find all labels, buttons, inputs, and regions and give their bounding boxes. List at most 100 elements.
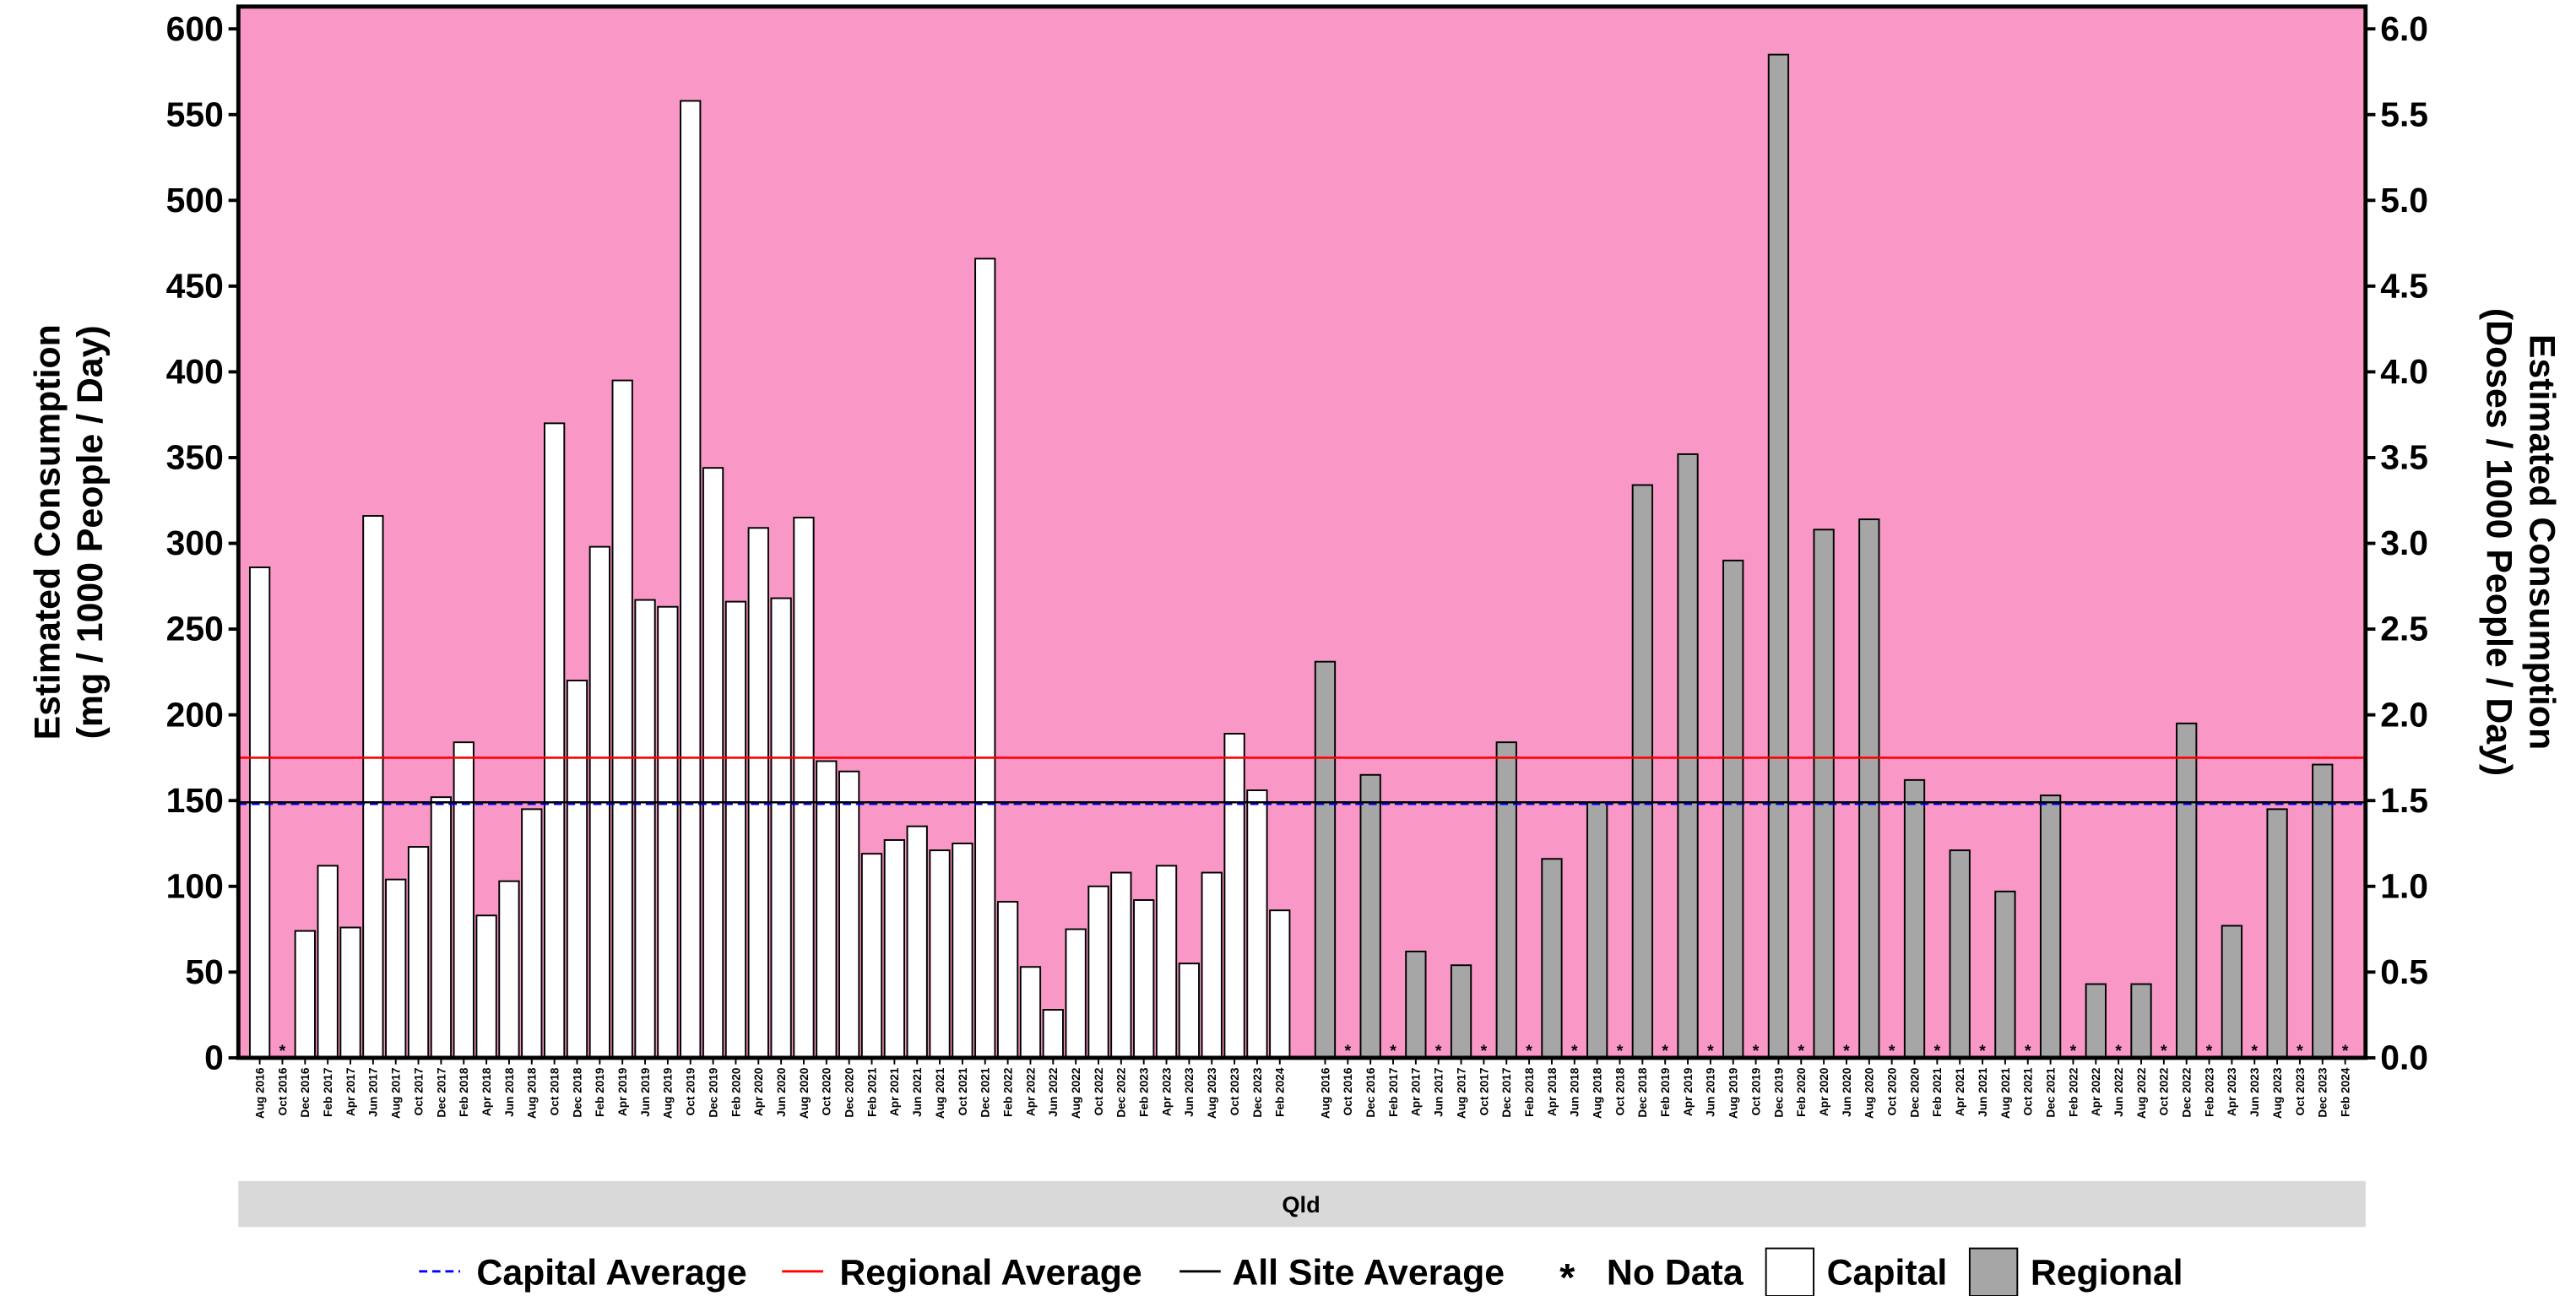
bar xyxy=(1858,518,1880,1059)
bar xyxy=(543,422,566,1059)
bar xyxy=(1677,453,1699,1059)
x-tick-label: Dec 2018 xyxy=(1636,1067,1649,1117)
bar xyxy=(657,605,679,1059)
bar xyxy=(838,770,860,1059)
x-tick-label: Feb 2022 xyxy=(1001,1067,1014,1117)
x-tick-label: Apr 2020 xyxy=(752,1067,765,1116)
bar xyxy=(1019,966,1042,1059)
legend-label: Capital xyxy=(1827,1252,1948,1293)
bar xyxy=(317,865,339,1059)
y-tick-label: 50 xyxy=(185,952,223,991)
facet-label: Qld xyxy=(1282,1191,1320,1217)
x-tick-label: Feb 2018 xyxy=(458,1067,470,1117)
x-tick-label: Oct 2019 xyxy=(685,1067,697,1115)
x-tick-label: Feb 2021 xyxy=(865,1067,878,1117)
x-tick-label: Aug 2023 xyxy=(1206,1067,1218,1119)
no-data-marker: * xyxy=(2161,1042,2167,1060)
no-data-marker: * xyxy=(1889,1042,1895,1060)
y2-tick-label: 2.5 xyxy=(2380,610,2428,648)
no-data-marker: * xyxy=(1435,1042,1442,1060)
y-tick-label: 250 xyxy=(166,610,224,648)
no-data-marker: * xyxy=(2115,1042,2122,1060)
x-tick-label: Apr 2019 xyxy=(616,1067,629,1116)
y-tick-label: 450 xyxy=(166,266,224,305)
x-tick-label: Aug 2022 xyxy=(2135,1067,2148,1119)
x-tick-label: Feb 2024 xyxy=(2339,1067,2351,1117)
bar xyxy=(1813,529,1835,1059)
bar xyxy=(1065,928,1087,1059)
x-tick-label: Oct 2018 xyxy=(1613,1067,1626,1115)
bar xyxy=(1155,865,1178,1059)
x-tick-label: Oct 2018 xyxy=(549,1067,561,1115)
x-tick-label: Apr 2017 xyxy=(344,1068,357,1117)
bar xyxy=(498,880,520,1059)
x-tick-label: Jun 2021 xyxy=(911,1067,924,1117)
x-tick-label: Apr 2020 xyxy=(1818,1067,1830,1116)
bar xyxy=(1631,484,1653,1059)
no-data-marker: * xyxy=(2297,1042,2303,1060)
x-tick-label: Dec 2022 xyxy=(2181,1067,2194,1117)
y2-tick-label: 4.5 xyxy=(2380,266,2428,305)
legend-label: All Site Average xyxy=(1232,1252,1505,1293)
legend-label: No Data xyxy=(1607,1252,1744,1293)
x-tick-label: Apr 2018 xyxy=(1546,1067,1559,1116)
bar xyxy=(1178,963,1201,1059)
bar xyxy=(430,796,453,1059)
x-tick-label: Aug 2016 xyxy=(1319,1067,1331,1119)
x-tick-label: Feb 2020 xyxy=(1795,1067,1808,1117)
x-tick-label: Dec 2019 xyxy=(1772,1067,1785,1117)
y-tick-label: 550 xyxy=(166,95,224,133)
x-tick-label: Feb 2017 xyxy=(322,1068,334,1117)
x-tick-label: Aug 2019 xyxy=(1727,1067,1740,1119)
bar xyxy=(1042,1009,1064,1059)
x-tick-label: Apr 2023 xyxy=(2226,1067,2238,1116)
no-data-marker: * xyxy=(1662,1042,1668,1060)
bar xyxy=(770,597,792,1059)
x-tick-label: Apr 2022 xyxy=(1024,1067,1037,1116)
x-tick-label: Dec 2021 xyxy=(979,1067,992,1117)
bar xyxy=(1223,733,1245,1059)
x-tick-label: Apr 2022 xyxy=(2090,1067,2102,1116)
bar xyxy=(407,846,430,1059)
bar xyxy=(294,930,316,1059)
y-axis-title: (mg / 1000 People / Day) xyxy=(70,325,111,739)
x-tick-label: Jun 2020 xyxy=(1841,1067,1853,1117)
x-tick-label: Aug 2020 xyxy=(1863,1067,1876,1119)
y-tick-label: 400 xyxy=(166,352,224,391)
y-tick-label: 350 xyxy=(166,438,224,477)
y-tick-label: 100 xyxy=(166,866,224,905)
bar xyxy=(1903,778,1926,1059)
x-tick-label: Jun 2022 xyxy=(1047,1067,1060,1117)
x-tick-label: Dec 2017 xyxy=(1500,1068,1513,1118)
no-data-marker: * xyxy=(1843,1042,1850,1060)
bar xyxy=(1586,801,1608,1059)
bar xyxy=(1133,899,1155,1059)
bar xyxy=(362,515,384,1059)
y-tick-label: 600 xyxy=(166,9,224,48)
bar xyxy=(1767,53,1790,1059)
x-tick-label: Apr 2021 xyxy=(888,1067,901,1116)
no-data-marker: * xyxy=(2342,1042,2349,1060)
no-data-marker: * xyxy=(1707,1042,1714,1060)
no-data-marker: * xyxy=(1753,1042,1760,1060)
bar xyxy=(1495,741,1517,1059)
no-data-marker: * xyxy=(279,1042,286,1060)
no-data-marker: * xyxy=(1481,1042,1488,1060)
x-tick-label: Aug 2020 xyxy=(798,1067,811,1119)
x-tick-label: Dec 2018 xyxy=(571,1067,583,1117)
bar xyxy=(1405,950,1427,1059)
bar xyxy=(521,808,543,1059)
bar xyxy=(1994,890,2016,1059)
no-data-marker: * xyxy=(1934,1042,1941,1060)
x-tick-label: Oct 2021 xyxy=(957,1067,969,1115)
x-tick-label: Jun 2018 xyxy=(1569,1067,1581,1117)
bar xyxy=(793,517,815,1059)
bar xyxy=(702,467,724,1059)
bar xyxy=(2176,722,2198,1059)
x-tick-label: Dec 2020 xyxy=(843,1067,856,1117)
x-tick-label: Jun 2018 xyxy=(503,1067,516,1117)
x-tick-label: Oct 2022 xyxy=(1093,1067,1105,1115)
x-tick-label: Dec 2021 xyxy=(2044,1067,2057,1117)
